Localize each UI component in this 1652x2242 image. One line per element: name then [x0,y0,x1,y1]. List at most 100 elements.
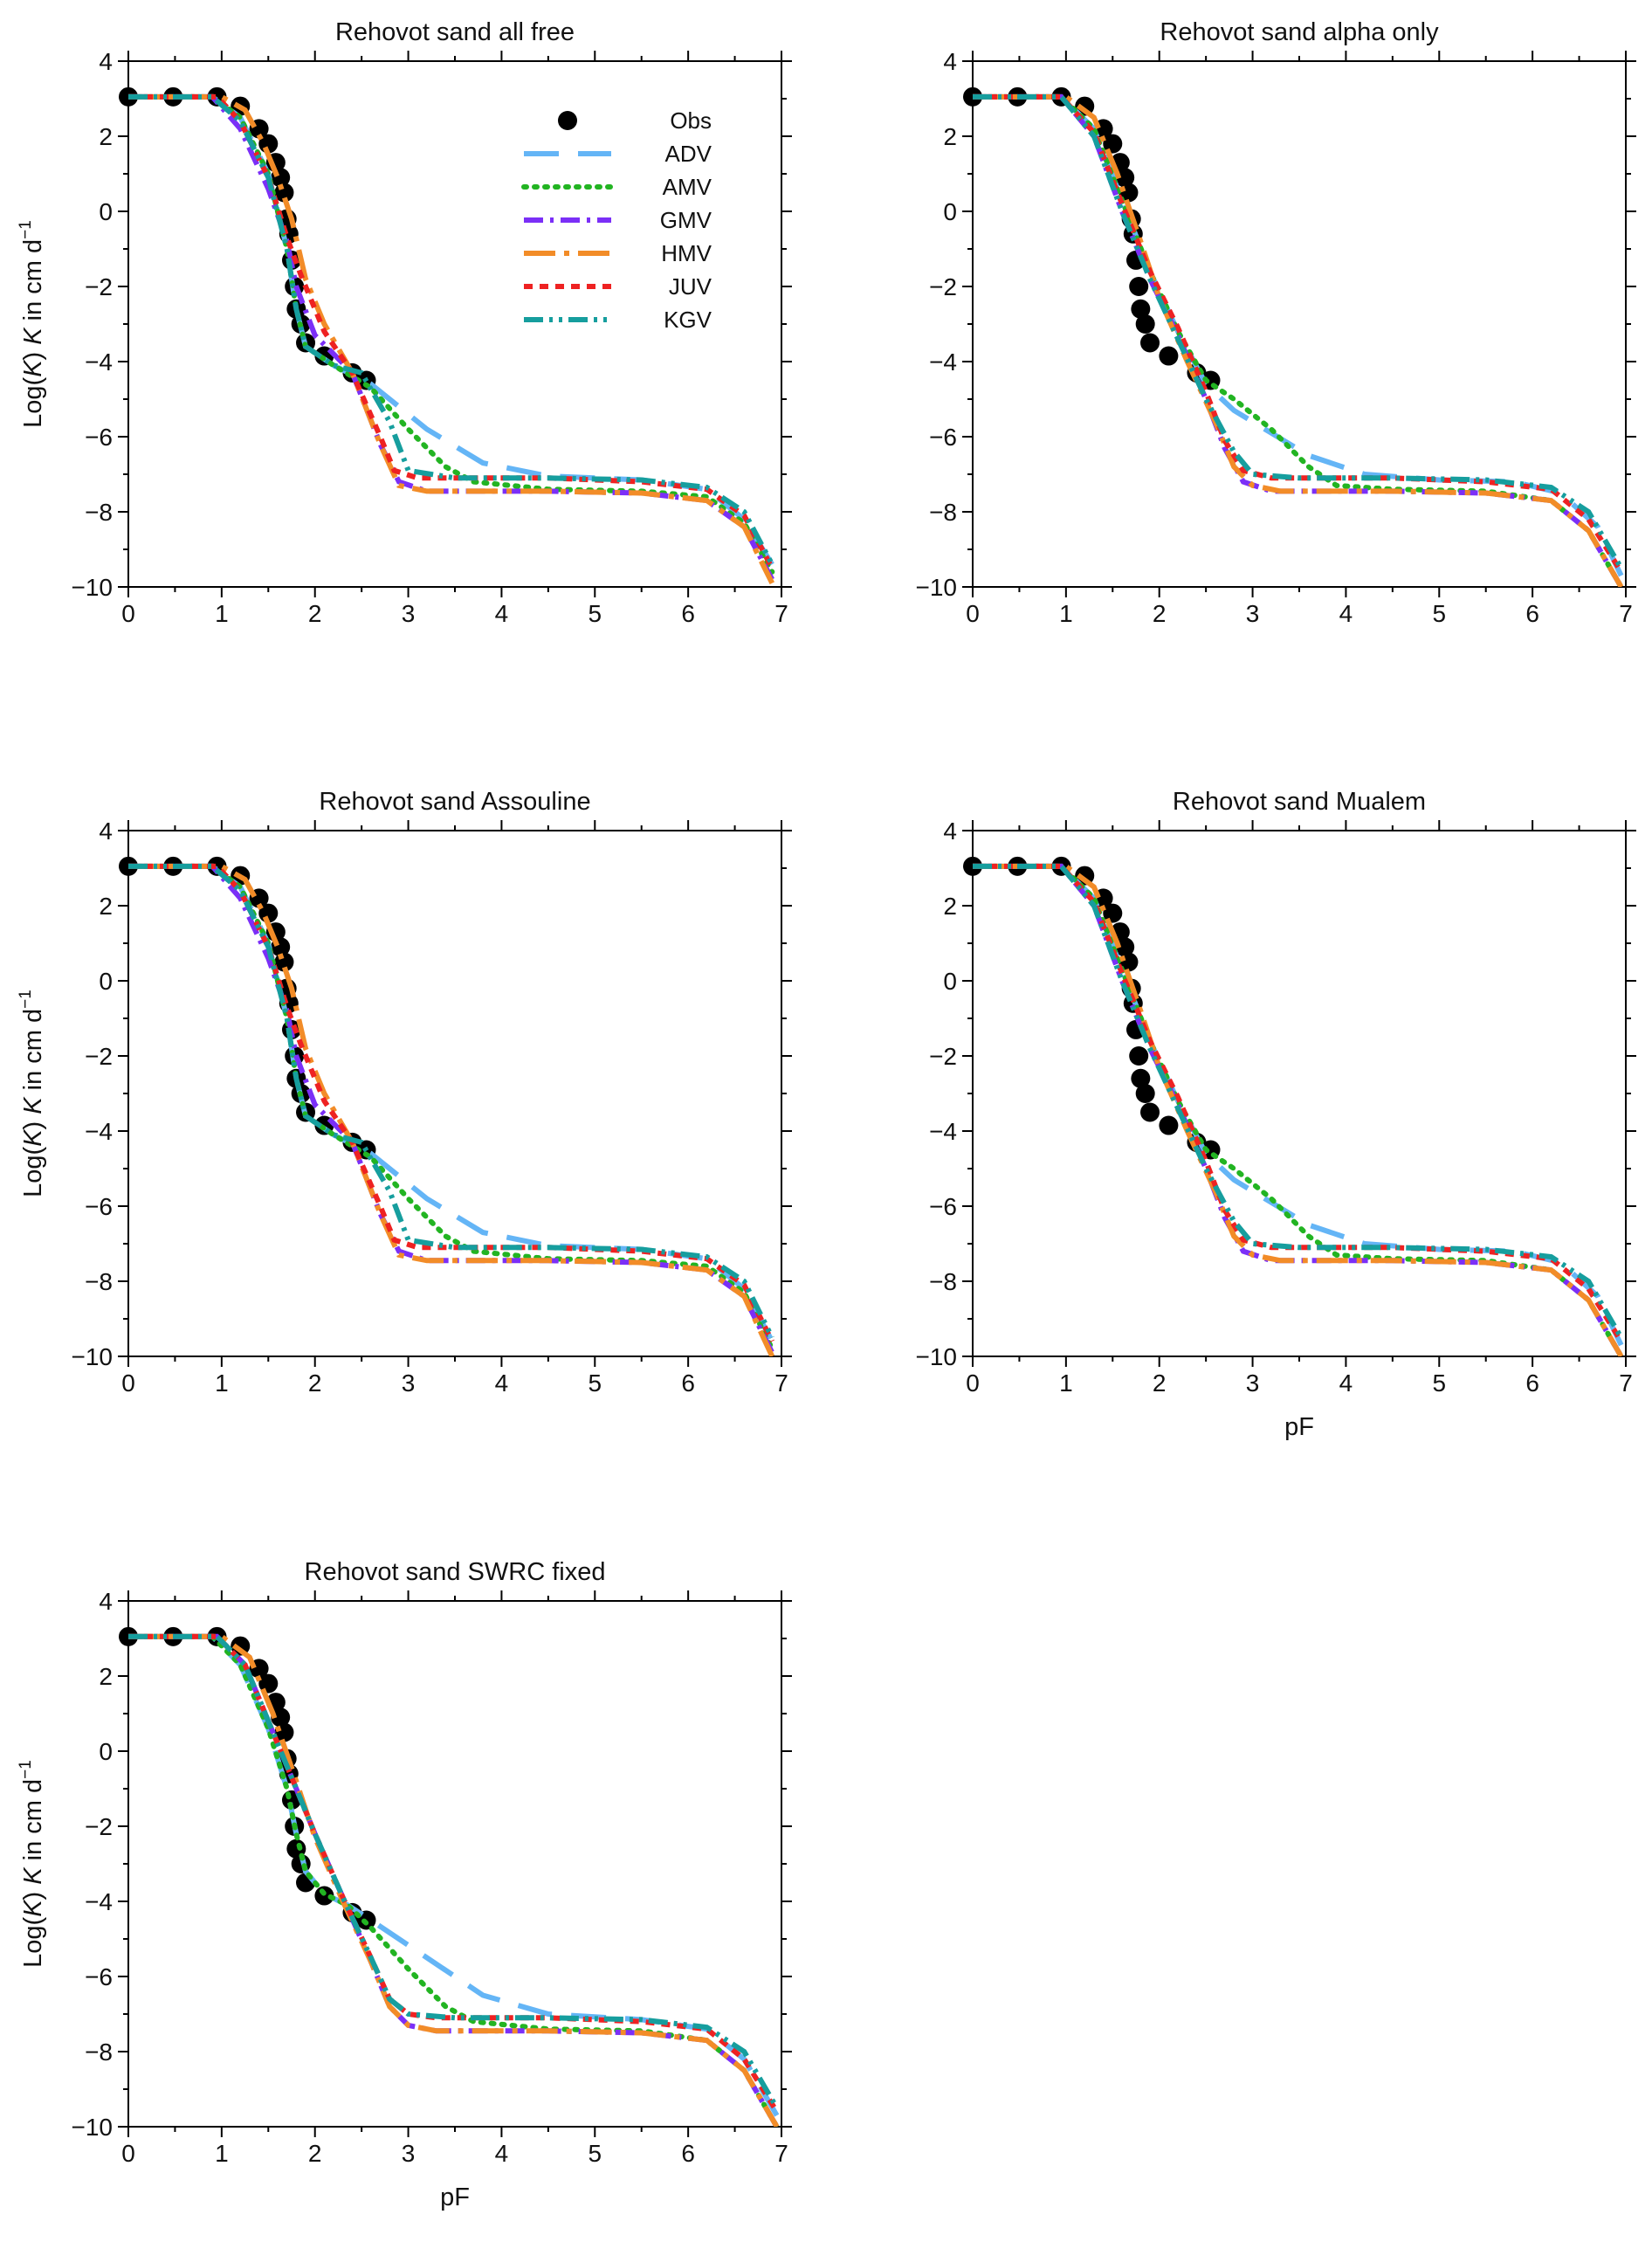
y-axis-label-part: in cm d [19,1779,47,1868]
x-tick-label: 7 [774,1369,788,1397]
x-tick-label: 4 [1339,1369,1353,1397]
y-tick-label: −2 [929,273,957,300]
y-tick-label: −8 [85,2038,113,2066]
x-tick-label: 3 [1246,600,1260,627]
obs-point [1115,168,1135,188]
obs-point [1135,1084,1155,1103]
obs-point [258,1673,279,1694]
obs-point [1159,1115,1179,1135]
x-tick-label: 1 [215,2140,229,2167]
y-tick-label: −4 [85,1118,113,1145]
x-tick-label: 2 [1153,1369,1167,1397]
y-axis-label-part: K [19,1899,47,1917]
obs-point [1140,1102,1160,1122]
obs-point [1131,299,1151,319]
y-tick-label: 4 [99,1588,113,1615]
y-tick-label: −6 [85,424,113,451]
series-line-hmv [973,863,1624,1356]
y-tick-label: −10 [916,1343,958,1370]
obs-point [1115,937,1135,957]
legend-label: HMV [661,240,712,266]
y-tick-label: −4 [929,1118,957,1145]
y-axis-label-part: −1 [17,220,35,239]
plot-frame [127,830,782,1357]
y-tick-label: −8 [929,1268,957,1295]
x-tick-label: 5 [588,2140,602,2167]
y-tick-label: 0 [99,968,113,995]
x-tick-label: 6 [681,2140,695,2167]
series-line-hmv [128,1633,780,2127]
series-line-juv [973,863,1624,1343]
obs-point [1103,134,1123,154]
y-tick-label: 2 [99,893,113,920]
x-tick-label: 5 [1432,1369,1446,1397]
y-axis-label-part: K [19,327,47,345]
x-tick-label: 7 [774,2140,788,2167]
series-line-gmv [128,863,774,1355]
y-tick-label: −10 [72,574,114,601]
y-tick-label: 2 [943,893,957,920]
y-tick-label: −4 [929,348,957,376]
y-axis-label-part: K [19,359,47,377]
y-tick-label: −2 [929,1043,957,1070]
y-tick-label: −2 [85,273,113,300]
y-tick-label: 4 [99,48,113,75]
x-tick-label: 3 [402,2140,416,2167]
y-tick-label: −2 [85,1813,113,1840]
x-tick-label: 5 [1432,600,1446,627]
y-tick-label: 0 [943,968,957,995]
y-axis-label: Log(K) K in cm d−1 [17,220,47,428]
y-axis-label-part: K [19,1128,47,1147]
x-tick-label: 6 [681,600,695,627]
x-tick-label: 6 [1525,600,1539,627]
x-tick-label: 4 [495,1369,509,1397]
panel-title: Rehovot sand all free [335,18,575,46]
y-tick-label: −6 [929,424,957,451]
y-tick-label: −2 [85,1043,113,1070]
series-line-adv [973,93,1624,577]
legend-label: AMV [663,174,712,200]
x-tick-label: 2 [308,600,322,627]
y-tick-label: 2 [99,1663,113,1690]
y-tick-label: −10 [72,1343,114,1370]
y-tick-label: 4 [943,817,957,845]
x-tick-label: 6 [1525,1369,1539,1397]
legend: Obs ADV AMV GMV HMV JUV KGV [521,107,712,333]
obs-point [1103,903,1123,923]
x-tick-label: 4 [495,600,509,627]
y-axis-label-part: −1 [17,1760,35,1779]
obs-point [1129,277,1149,296]
series-line-amv [973,93,1624,587]
x-tick-label: 0 [966,1369,980,1397]
y-tick-label: −6 [929,1193,957,1220]
series-line-juv [128,863,774,1343]
x-tick-label: 1 [1059,1369,1073,1397]
series-line-gmv [128,93,774,581]
x-tick-label: 4 [495,2140,509,2167]
obs-point [1159,346,1179,366]
y-axis-label: Log(K) K in cm d−1 [17,1760,47,1968]
x-tick-label: 7 [774,600,788,627]
series-line-hmv [973,93,1624,587]
y-axis-label-part: −1 [17,990,35,1009]
x-tick-label: 6 [681,1369,695,1397]
y-axis-label: Log(K) K in cm d−1 [17,990,47,1197]
x-tick-label: 2 [308,2140,322,2167]
series-line-kgv [128,93,774,566]
x-tick-label: 0 [121,1369,135,1397]
x-axis-label: pF [440,2183,470,2211]
legend-label: Obs [670,107,712,134]
x-tick-label: 1 [215,1369,229,1397]
panel-title: Rehovot sand Mualem [1173,788,1426,816]
series-line-amv [973,863,1624,1356]
y-tick-label: 2 [99,123,113,150]
y-tick-label: 2 [943,123,957,150]
y-tick-label: 0 [99,1738,113,1765]
y-tick-label: −8 [85,1268,113,1295]
series-line-amv [128,93,775,575]
series-line-adv [973,863,1624,1347]
y-tick-label: −6 [85,1963,113,1990]
